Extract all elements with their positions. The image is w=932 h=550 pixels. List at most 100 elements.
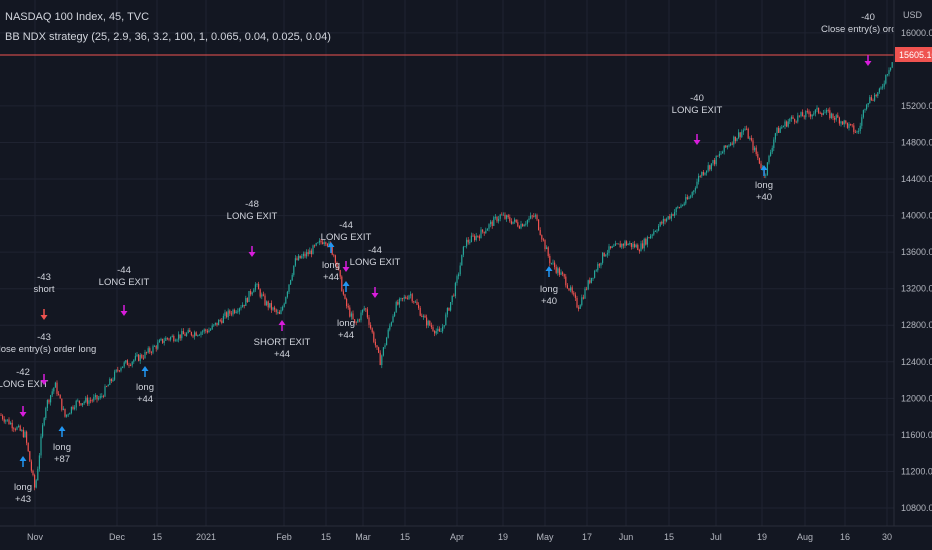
trade-marker-entry-long[interactable] <box>327 242 335 253</box>
candle <box>848 122 850 131</box>
candle <box>182 328 184 335</box>
trade-marker-entry-long[interactable] <box>342 281 350 292</box>
candle <box>723 145 725 155</box>
trade-label: -43 <box>37 272 51 283</box>
candle <box>349 305 351 318</box>
candle <box>123 360 125 369</box>
candle <box>350 311 352 320</box>
x-tick-label: 15 <box>321 532 331 542</box>
trade-marker-entry-long[interactable] <box>545 266 553 277</box>
trade-label: -44 <box>368 245 382 256</box>
candle <box>757 151 759 161</box>
candle <box>206 328 208 334</box>
candle <box>181 328 183 341</box>
candle <box>565 274 567 288</box>
y-tick-label: 10800.00 <box>901 503 932 513</box>
price-axis[interactable]: 10800.00 11200.00 11600.00 12000.00 12400.00… <box>901 28 932 513</box>
candle <box>210 327 212 332</box>
candle <box>438 326 440 333</box>
trade-marker-exit-long[interactable] <box>371 287 379 298</box>
strategy-legend[interactable]: BB NDX strategy (25, 2.9, 36, 3.2, 100, … <box>5 31 331 43</box>
candle <box>38 452 40 472</box>
candle <box>470 232 472 243</box>
trade-marker-exit-long[interactable] <box>342 261 350 272</box>
candle <box>98 396 100 401</box>
trade-marker-exit-long[interactable] <box>864 55 872 66</box>
candle <box>587 279 589 291</box>
candle <box>746 125 748 131</box>
trade-marker-exit-long[interactable] <box>120 305 128 316</box>
candle <box>675 206 677 216</box>
candle <box>272 306 274 311</box>
candle <box>728 144 730 148</box>
candle <box>659 221 661 228</box>
candle <box>853 122 855 135</box>
candle <box>595 268 597 272</box>
candle <box>224 309 226 319</box>
trade-marker-entry-long[interactable] <box>141 366 149 377</box>
candle <box>563 273 565 279</box>
candle <box>864 108 866 113</box>
candle <box>528 216 530 223</box>
trade-marker-entry-long[interactable] <box>760 165 768 176</box>
candle <box>613 243 615 247</box>
candle <box>890 67 892 72</box>
trade-marker-entry-short[interactable] <box>40 309 48 320</box>
candle <box>650 234 652 240</box>
trade-marker-exit-long[interactable] <box>40 374 48 385</box>
candle <box>83 400 85 405</box>
candle <box>275 308 277 315</box>
candle <box>243 304 245 309</box>
candle <box>10 421 12 425</box>
candle <box>384 343 386 349</box>
candle <box>669 214 671 220</box>
symbol-legend[interactable]: NASDAQ 100 Index, 45, TVC <box>5 11 150 23</box>
trade-marker-entry-long[interactable] <box>19 456 27 467</box>
candle <box>403 294 405 302</box>
candle <box>533 213 535 218</box>
trade-marker-exit-long[interactable] <box>693 134 701 145</box>
candle <box>661 220 663 225</box>
candle <box>582 294 584 300</box>
candle <box>174 338 176 342</box>
candle <box>379 350 381 366</box>
candle <box>706 170 708 176</box>
candle <box>440 328 442 333</box>
candle <box>347 303 349 310</box>
candle <box>800 111 802 118</box>
candle <box>816 105 818 113</box>
candle <box>240 304 242 311</box>
trade-marker-exit-long[interactable] <box>19 406 27 417</box>
candle <box>274 305 276 313</box>
candle <box>499 213 501 222</box>
candle <box>170 336 172 342</box>
candle <box>875 93 877 98</box>
trade-marker-entry-long[interactable] <box>58 426 66 437</box>
candle <box>600 262 602 269</box>
candle <box>696 178 698 189</box>
trade-label: SHORT EXIT <box>254 337 311 348</box>
candle <box>0 412 2 417</box>
candle <box>442 323 444 334</box>
candle <box>101 393 103 399</box>
candle <box>405 295 407 300</box>
candle <box>19 424 21 432</box>
candle <box>93 394 95 403</box>
candle <box>712 159 714 166</box>
grid-lines <box>0 0 894 526</box>
candle <box>371 327 373 334</box>
candle <box>216 322 218 327</box>
candle <box>178 331 180 343</box>
candle <box>842 121 844 126</box>
candle <box>237 308 239 314</box>
candle <box>782 125 784 128</box>
trade-marker-exit-short[interactable] <box>278 320 286 331</box>
candle <box>74 405 76 411</box>
candle <box>501 212 503 216</box>
candle <box>560 269 562 276</box>
trade-marker-exit-long[interactable] <box>248 246 256 257</box>
time-axis[interactable]: Nov Dec 15 2021 Feb 15 Mar 15 Apr 19 May 17 Jun 15 Jul… <box>27 532 892 542</box>
candle <box>29 450 31 462</box>
candle <box>795 120 797 124</box>
